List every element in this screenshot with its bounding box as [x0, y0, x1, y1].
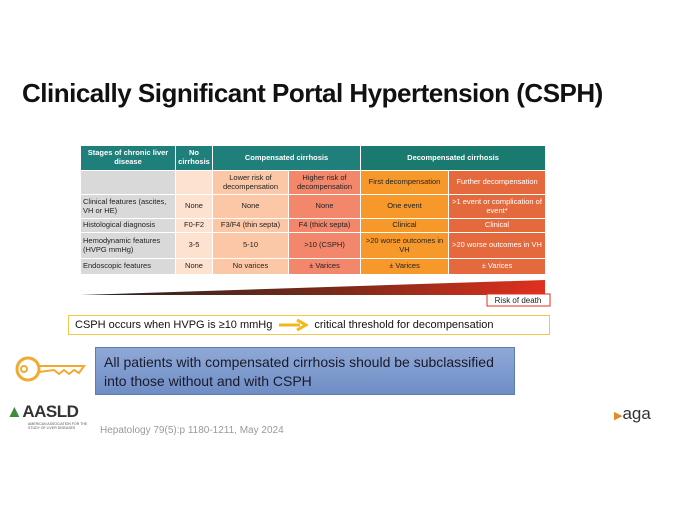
- header-cell: No cirrhosis: [175, 145, 213, 171]
- table-row: Hemodynamic features (HVPG mmHg) 3-5 5-10 >…: [80, 232, 547, 259]
- table-cell: >10 (CSPH): [287, 232, 362, 259]
- aasld-text: AASLD: [22, 402, 79, 421]
- arrow: [279, 319, 309, 331]
- table-cell: 5-10: [212, 232, 289, 259]
- empty-cell: [175, 170, 213, 195]
- table-row: Clinical features (ascites, VH or HE) Non…: [80, 194, 547, 219]
- table-cell: >1 event or complication of event*: [448, 194, 547, 219]
- table-cell: ± Varices: [448, 258, 547, 275]
- citation: Hepatology 79(5):p 1180-1211, May 2024: [100, 425, 284, 436]
- risk-gradient: Risk of death: [80, 280, 551, 307]
- key-icon: [15, 356, 86, 382]
- risk-box: [486, 293, 551, 307]
- stages-table: Stages of chronic liver disease No cirrh…: [80, 145, 547, 275]
- row-label: Hemodynamic features (HVPG mmHg): [80, 232, 176, 259]
- aasld-subtitle: AMERICAN ASSOCIATION FOR THE STUDY OF LI…: [28, 422, 88, 430]
- empty-cell: [80, 170, 176, 195]
- subheader-cell: Higher risk of decompensation: [287, 170, 362, 195]
- subheader-cell: First decompensation: [360, 170, 450, 195]
- table-cell: ± Varices: [360, 258, 450, 275]
- header-cell: Compensated cirrhosis: [211, 145, 362, 171]
- risk-wedge: [80, 280, 545, 295]
- table-cell: None: [212, 194, 289, 219]
- key-message: All patients with compensated cirrhosis …: [95, 347, 515, 395]
- table-cell: >20 worse outcomes in VH: [360, 232, 450, 259]
- table-row: Endoscopic features None No varices ± Varic…: [80, 258, 547, 275]
- table-cell: F0-F2: [175, 218, 213, 233]
- table-cell: Clinical: [360, 218, 450, 233]
- header-cell: Decompensated cirrhosis: [360, 145, 547, 171]
- subheader-cell: Further decompensation: [448, 170, 547, 195]
- table-cell: >20 worse outcomes in VH: [448, 232, 547, 259]
- table-cell: None: [175, 194, 213, 219]
- subheader-cell: Lower risk of decompensation: [212, 170, 289, 195]
- note-right: critical threshold for decompensation: [314, 319, 494, 331]
- table-cell: 3-5: [175, 232, 213, 259]
- threshold-note: CSPH occurs when HVPG is ≥10 mmHg critic…: [68, 315, 550, 335]
- table-cell: None: [287, 194, 362, 219]
- table-cell: F4 (thick septa): [287, 218, 362, 233]
- header-cell: Stages of chronic liver disease: [80, 145, 176, 171]
- aga-logo: ▶aga: [614, 404, 651, 423]
- table-body: Clinical features (ascites, VH or HE) Non…: [80, 194, 547, 275]
- table-cell: F3/F4 (thin septa): [212, 218, 289, 233]
- aga-text: aga: [622, 404, 651, 423]
- slide-title: Clinically Significant Portal Hypertensi…: [22, 78, 603, 108]
- table-cell: One event: [360, 194, 450, 219]
- row-label: Endoscopic features: [80, 258, 176, 275]
- table-cell: None: [175, 258, 213, 275]
- note-left: CSPH occurs when HVPG is ≥10 mmHg: [75, 319, 273, 331]
- table-cell: No varices: [212, 258, 289, 275]
- row-label: Clinical features (ascites, VH or HE): [80, 194, 176, 219]
- table-cell: ± Varices: [287, 258, 362, 275]
- table-cell: Clinical: [448, 218, 547, 233]
- table-row: Histological diagnosis F0-F2 F3/F4 (thin s…: [80, 218, 547, 233]
- aasld-logo: ▲AASLD: [6, 402, 79, 421]
- row-label: Histological diagnosis: [80, 218, 176, 233]
- risk-label: Risk of death: [495, 296, 542, 305]
